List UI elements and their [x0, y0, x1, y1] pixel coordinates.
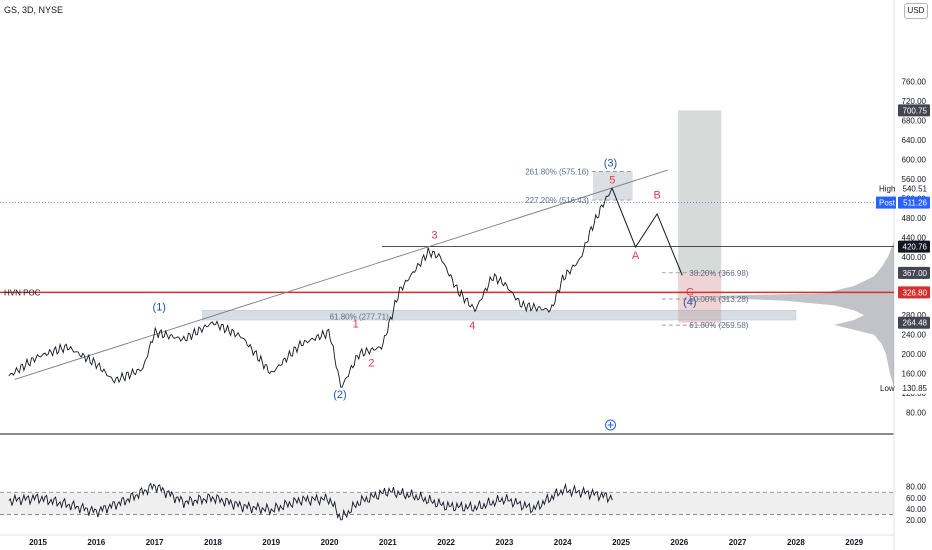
price-tick-label: 720.00	[902, 97, 927, 106]
time-tick-label: 2026	[670, 538, 688, 547]
tag-target-bg	[898, 104, 930, 117]
price-tick-label: 600.00	[902, 155, 927, 164]
tag-264-bg	[898, 316, 930, 329]
price-tick-label: 400.00	[902, 253, 927, 262]
time-tick-label: 2021	[379, 538, 397, 547]
wave-label: 4	[469, 320, 475, 332]
rsi-series-line	[8, 482, 613, 521]
time-tick-label: 2015	[29, 538, 47, 547]
wave-label: C	[686, 287, 694, 299]
wave-label: (4)	[683, 296, 696, 308]
tag-low: 130.85	[903, 384, 928, 393]
axes: 80.00120.00160.00200.00240.00280.00320.0…	[29, 78, 930, 547]
tag-post-bg	[898, 196, 930, 209]
trendline	[14, 169, 668, 380]
tag-420: 420.76	[903, 243, 928, 252]
price-series-line	[8, 187, 613, 388]
fib-label: 61.80% (259.58)	[689, 321, 748, 330]
time-tick-label: 2020	[321, 538, 339, 547]
price-tick-label: 480.00	[902, 214, 927, 223]
rsi-tick-label: 60.00	[906, 494, 927, 503]
symbol-title: GS, 3D, NYSE	[4, 5, 64, 15]
tag-post: 511.26	[903, 199, 927, 208]
high-caption: High	[879, 184, 895, 193]
time-tick-label: 2017	[146, 538, 164, 547]
time-tick-label: 2022	[437, 538, 455, 547]
tag-420-bg	[898, 240, 930, 253]
price-tick-label: 280.00	[902, 311, 927, 320]
tag-264: 264.48	[903, 319, 928, 328]
rsi-tick-label: 20.00	[906, 516, 927, 525]
time-tick-label: 2018	[204, 538, 222, 547]
time-tick-label: 2029	[845, 538, 863, 547]
tag-367-bg	[898, 266, 930, 279]
rsi-tick-label: 40.00	[906, 505, 927, 514]
wave-label: 3	[431, 230, 437, 242]
time-tick-label: 2025	[612, 538, 630, 547]
time-tick-label: 2024	[554, 538, 572, 547]
tag-poc: 326.80	[903, 288, 928, 297]
fib-label: 261.80% (575.16)	[525, 167, 589, 176]
price-tick-label: 80.00	[906, 409, 927, 418]
add-indicator-plus	[607, 422, 614, 428]
labels: (1) (2) (3) (4) 1 2 3 4 5 A B C 261.80% (575.16) 227.…	[4, 158, 749, 431]
wave-label: A	[632, 250, 640, 262]
rsi-band	[0, 492, 894, 515]
time-tick-label: 2016	[87, 538, 105, 547]
time-tick-label: 2019	[262, 538, 280, 547]
time-tick-label: 2028	[787, 538, 805, 547]
fib-zone-618	[202, 309, 797, 321]
time-tick-label: 2027	[729, 538, 747, 547]
price-tick-label: 240.00	[902, 331, 927, 340]
wave-label: (3)	[604, 158, 617, 170]
tag-low-bg	[898, 381, 930, 394]
time-tick-label: 2023	[496, 538, 514, 547]
wave-label: (1)	[153, 301, 166, 313]
grid	[0, 0, 895, 550]
post-caption: Post	[879, 199, 896, 208]
series	[8, 187, 613, 521]
tag-367: 367.00	[903, 269, 928, 278]
wave-label: (2)	[333, 389, 346, 401]
lines	[0, 169, 894, 380]
fib-label: 227.20% (516.43)	[525, 196, 589, 205]
tag-target: 700.75	[903, 106, 928, 115]
fib-zone-top	[593, 171, 633, 201]
wave-label: 1	[353, 318, 359, 330]
price-tick-label: 760.00	[902, 78, 927, 87]
wave-label: B	[653, 189, 660, 201]
rsi-tick-label: 80.00	[906, 483, 927, 492]
currency-button[interactable]: USD	[904, 3, 928, 19]
projection-path	[611, 188, 683, 276]
fib-label: 38.20% (366.98)	[689, 269, 748, 278]
fib-label: 50.00% (313.28)	[689, 295, 748, 304]
fib-label: 61.80% (277.71)	[330, 312, 389, 321]
tag-high-bg	[898, 182, 930, 195]
wave-label: 5	[609, 175, 615, 187]
projection-zone-lower	[678, 272, 722, 323]
tag-high: 540.51	[903, 184, 928, 193]
price-tick-label: 680.00	[902, 116, 927, 125]
price-tick-label: 560.00	[902, 175, 927, 184]
price-tick-label: 160.00	[902, 370, 927, 379]
hvn-poc-label: HVN POC	[4, 288, 41, 297]
price-tick-label: 640.00	[902, 136, 927, 145]
tag-poc-bg	[898, 286, 930, 299]
post-caption-bg	[876, 196, 896, 209]
price-tick-label: 440.00	[902, 233, 927, 242]
projection-zone-upper	[678, 110, 722, 273]
price-tick-label: 200.00	[902, 350, 927, 359]
low-caption: Low	[880, 384, 895, 393]
wave-label: 2	[368, 357, 374, 369]
zones	[202, 110, 797, 323]
